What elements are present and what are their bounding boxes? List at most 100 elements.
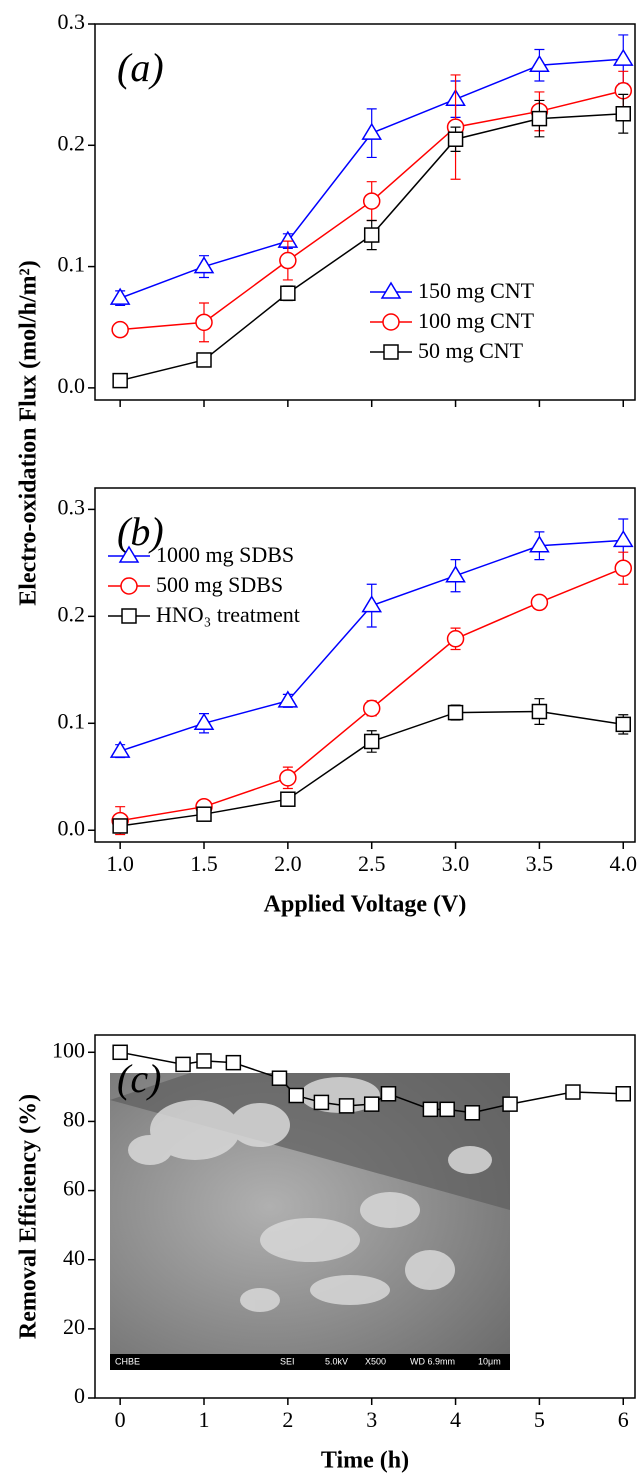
- marker: [118, 545, 140, 563]
- x-axis-title: Applied Voltage (V): [264, 892, 467, 918]
- x-tick-label: 3.0: [442, 851, 470, 876]
- marker: [121, 608, 137, 624]
- marker: [280, 791, 296, 807]
- series-line: [119, 58, 624, 299]
- marker: [120, 577, 138, 595]
- marker: [313, 1094, 330, 1111]
- x-tick-label: 6: [618, 1407, 629, 1432]
- y-tick-label: 40: [63, 1245, 85, 1270]
- marker: [447, 704, 464, 721]
- marker: [530, 593, 549, 612]
- marker: [277, 690, 299, 708]
- marker: [195, 313, 213, 332]
- marker: [279, 769, 297, 787]
- marker: [175, 1056, 191, 1073]
- marker: [279, 251, 297, 270]
- marker: [363, 227, 380, 243]
- marker: [612, 48, 634, 66]
- y-tick-label: 0.0: [58, 373, 86, 398]
- marker: [361, 595, 383, 613]
- sem-label: SEI: [280, 1356, 295, 1366]
- x-tick-label: 3.5: [526, 851, 554, 876]
- marker: [109, 287, 131, 305]
- x-axis-title: Time (h): [321, 1448, 409, 1474]
- marker: [271, 1070, 288, 1086]
- marker: [363, 1096, 380, 1112]
- marker: [196, 1053, 212, 1069]
- x-tick-label: 4.0: [610, 851, 638, 876]
- x-tick-label: 4: [450, 1407, 461, 1432]
- marker: [615, 106, 632, 122]
- marker: [614, 559, 633, 577]
- marker: [363, 733, 380, 750]
- marker: [225, 1054, 242, 1071]
- x-tick-label: 2.0: [274, 851, 302, 876]
- marker: [447, 131, 464, 147]
- legend-label: 500 mg SDBS: [156, 572, 283, 597]
- marker: [109, 740, 131, 758]
- series-line: [120, 1051, 624, 1114]
- marker: [445, 565, 466, 583]
- x-tick-label: 1.5: [190, 851, 218, 876]
- plot-frame: [94, 1034, 636, 1399]
- x-tick-label: 3: [366, 1407, 377, 1432]
- marker: [565, 1084, 581, 1100]
- marker: [612, 529, 634, 548]
- sem-label: X500: [365, 1356, 386, 1366]
- plot-frame: [94, 487, 636, 843]
- legend-label: 100 mg CNT: [418, 308, 535, 333]
- marker: [615, 716, 632, 733]
- y-axis-title: Electro-oxidation Flux (mol/h/m²): [16, 260, 42, 605]
- y-tick-label: 0.1: [58, 708, 86, 733]
- marker: [464, 1105, 481, 1121]
- marker: [193, 712, 215, 731]
- marker: [362, 192, 381, 210]
- x-tick-label: 1: [199, 1407, 210, 1432]
- marker: [531, 110, 548, 127]
- sem-label: 5.0kV: [325, 1356, 348, 1366]
- marker: [502, 1096, 518, 1112]
- sem-label: WD 6.9mm: [410, 1356, 455, 1366]
- legend-label: 150 mg CNT: [418, 278, 535, 303]
- legend-label: 1000 mg SDBS: [156, 542, 294, 567]
- x-tick-label: 1.0: [106, 851, 134, 876]
- x-tick-label: 2.5: [358, 851, 386, 876]
- marker: [531, 703, 548, 720]
- y-tick-label: 0.3: [58, 9, 86, 34]
- y-tick-label: 60: [63, 1176, 85, 1201]
- x-tick-label: 5: [534, 1407, 545, 1432]
- marker: [338, 1098, 355, 1114]
- marker: [383, 344, 399, 360]
- marker: [362, 699, 381, 718]
- marker: [193, 256, 215, 274]
- panel-label: (a): [117, 45, 164, 90]
- y-tick-label: 0.3: [58, 494, 86, 519]
- y-tick-label: 0.2: [58, 601, 86, 626]
- legend-label: HNO₃ treatment: [156, 602, 300, 627]
- sem-label: 10μm: [478, 1356, 501, 1366]
- y-axis-title: Removal Efficiency (%): [16, 1094, 42, 1339]
- marker: [439, 1101, 455, 1118]
- marker: [112, 1044, 128, 1061]
- y-tick-label: 0.0: [58, 815, 86, 840]
- marker: [196, 806, 212, 822]
- x-tick-label: 0: [115, 1407, 126, 1432]
- marker: [615, 1086, 632, 1102]
- y-tick-label: 0: [74, 1383, 85, 1408]
- y-tick-label: 80: [63, 1106, 85, 1131]
- marker: [382, 313, 400, 331]
- panel-label: (b): [117, 509, 164, 554]
- sem-label: CHBE: [115, 1356, 140, 1366]
- marker: [446, 630, 465, 648]
- legend-label: 50 mg CNT: [418, 338, 524, 363]
- marker: [111, 320, 129, 339]
- y-tick-label: 0.2: [58, 130, 86, 155]
- marker: [280, 285, 296, 302]
- sem-inset: [110, 1073, 510, 1370]
- panel-label: (c): [117, 1056, 161, 1101]
- marker: [422, 1101, 439, 1118]
- marker: [112, 372, 128, 389]
- marker: [380, 281, 402, 299]
- marker: [196, 352, 212, 368]
